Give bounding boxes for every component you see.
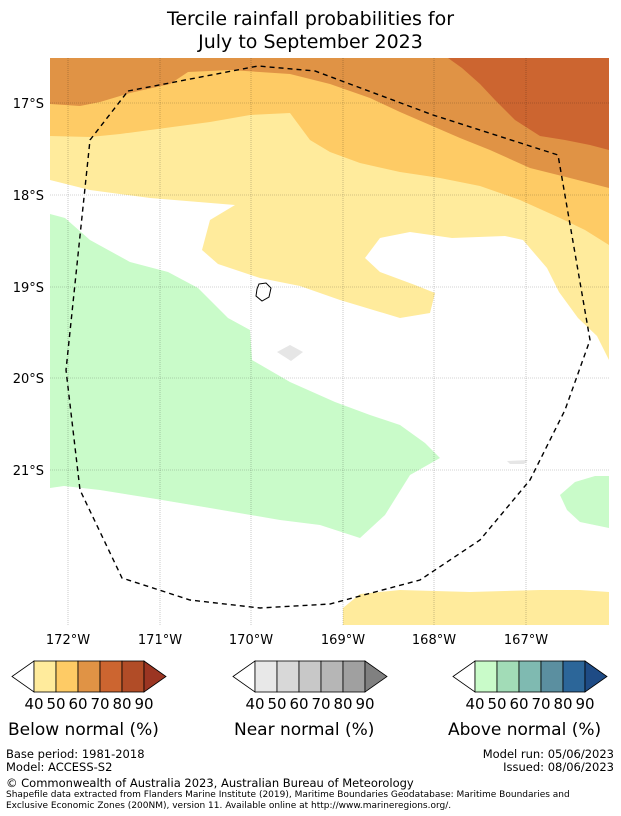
lat-label: 17°S	[13, 97, 44, 112]
colorbar-segment	[55, 660, 79, 693]
colorbar-extend-low	[232, 660, 256, 693]
colorbar-segment	[320, 660, 344, 693]
island-outline	[255, 282, 272, 302]
colorbar-segment	[496, 660, 520, 693]
colorbar-segment	[540, 660, 564, 693]
colorbar-above-normal: 40 50 60 70 80 90	[452, 660, 608, 713]
base-period: Base period: 1981-2018	[6, 747, 145, 761]
colorbar-tick-label: 70	[311, 695, 330, 713]
lon-label: 167°W	[504, 633, 548, 648]
lon-label: 170°W	[229, 633, 273, 648]
colorbar-tick-label: 90	[355, 695, 374, 713]
colorbar-tick-label: 40	[465, 695, 484, 713]
region-below-80-90	[448, 58, 609, 150]
colorbar-tick-label: 90	[575, 695, 594, 713]
lat-label: 20°S	[13, 372, 44, 387]
legend-title-below: Below normal (%)	[8, 720, 159, 740]
colorbar-segment	[562, 660, 586, 693]
eez-boundary	[65, 65, 591, 609]
colorbar-segment	[99, 660, 123, 693]
colorbar-extend-high	[143, 660, 167, 693]
colorbar-tick-label: 50	[267, 695, 286, 713]
colorbar-tick-label: 80	[553, 695, 572, 713]
colorbar-tick-label: 80	[333, 695, 352, 713]
graticule	[50, 58, 609, 625]
chart-title-line-1: Tercile rainfall probabilities for	[166, 8, 455, 30]
colorbar-tick-label: 80	[112, 695, 131, 713]
colorbar-segment	[121, 660, 145, 693]
region-above-50-60-east	[560, 476, 609, 528]
colorbar-segment	[276, 660, 300, 693]
region-above-50-60	[50, 214, 440, 538]
model-name: Model: ACCESS-S2	[6, 760, 113, 774]
chart-title-line-2: July to September 2023	[198, 31, 423, 53]
region-below-50-60-south	[343, 590, 609, 625]
colorbar-tick-label: 70	[90, 695, 109, 713]
colorbar-tick-label: 50	[487, 695, 506, 713]
latitude-labels: 17°S 18°S 19°S 20°S 21°S	[13, 97, 44, 479]
colorbar-segment	[33, 660, 57, 693]
lon-label: 168°W	[412, 633, 456, 648]
lon-label: 171°W	[138, 633, 182, 648]
lat-label: 21°S	[13, 464, 44, 479]
colorbar-tick-label: 90	[134, 695, 153, 713]
lon-label: 169°W	[321, 633, 365, 648]
colorbar-tick-label: 40	[24, 695, 43, 713]
issued-date: Issued: 08/06/2023	[503, 760, 614, 774]
colorbar-segment	[254, 660, 278, 693]
colorbar-segment	[474, 660, 498, 693]
lat-label: 19°S	[13, 281, 44, 296]
colorbar-tick-label: 50	[46, 695, 65, 713]
colorbar-below-normal: 40 50 60 70 80 90	[11, 660, 167, 713]
model-run: Model run: 05/06/2023	[482, 747, 614, 761]
colorbar-tick-label: 60	[68, 695, 87, 713]
colorbar-extend-high	[584, 660, 608, 693]
colorbar-segment	[342, 660, 366, 693]
shapefile-credit-1: Shapefile data extracted from Flanders M…	[6, 790, 570, 800]
colorbar-near-normal: 40 50 60 70 80 90	[232, 660, 388, 713]
colorbar-tick-label: 60	[289, 695, 308, 713]
lon-label: 172°W	[46, 633, 90, 648]
region-below-70-80	[50, 58, 609, 188]
copyright: © Commonwealth of Australia 2023, Austra…	[6, 776, 414, 790]
colorbar-tick-label: 60	[509, 695, 528, 713]
colorbar-extend-low	[11, 660, 35, 693]
shapefile-credit-2: Exclusive Economic Zones (200NM), versio…	[6, 801, 452, 811]
colorbar-extend-low	[452, 660, 476, 693]
longitude-labels: 172°W 171°W 170°W 169°W 168°W 167°W	[46, 633, 548, 648]
island-niue-reef	[277, 345, 303, 361]
colorbar-extend-high	[364, 660, 388, 693]
colorbar-segment	[518, 660, 542, 693]
lat-label: 18°S	[13, 189, 44, 204]
legend-title-above: Above normal (%)	[448, 720, 602, 740]
legend-title-near: Near normal (%)	[234, 720, 375, 740]
colorbar-tick-label: 70	[531, 695, 550, 713]
colorbar-tick-label: 40	[245, 695, 264, 713]
map-layers	[50, 58, 609, 625]
colorbar-segment	[298, 660, 322, 693]
island-beveridge-reef	[507, 460, 528, 464]
colorbar-segment	[77, 660, 101, 693]
